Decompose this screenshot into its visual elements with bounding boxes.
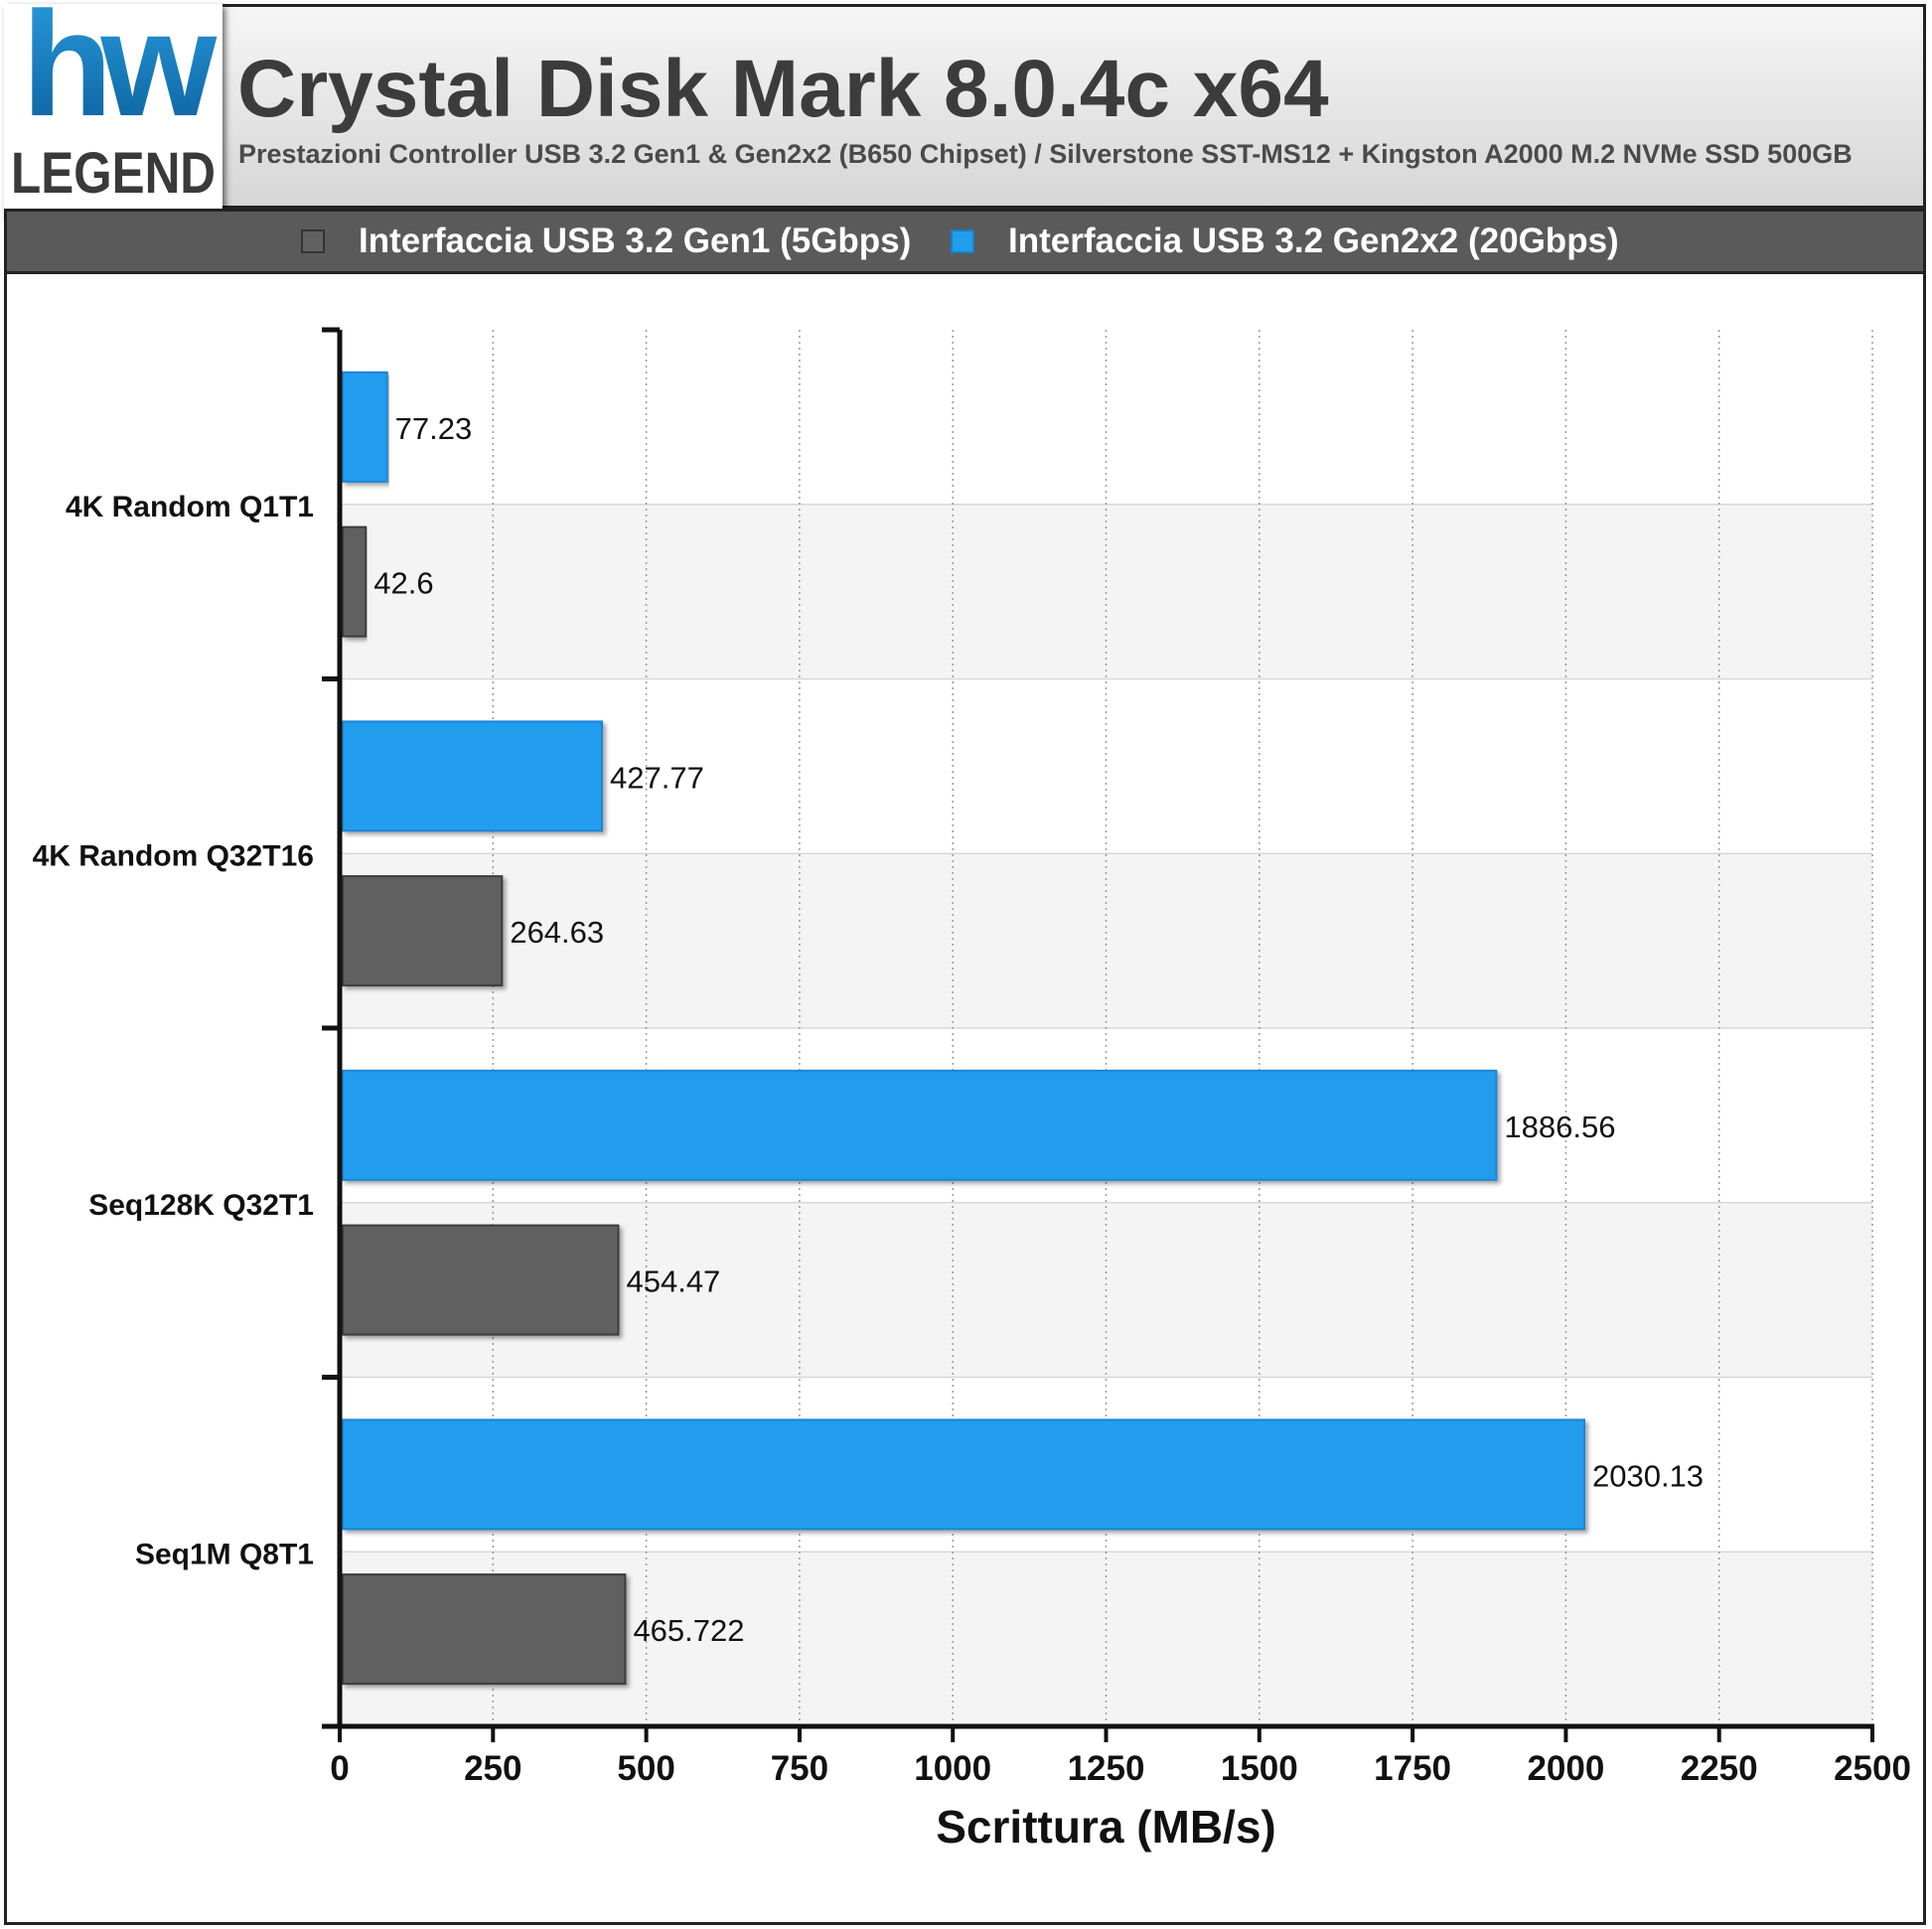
data-label: 42.6 bbox=[373, 566, 433, 601]
x-tick-label: 250 bbox=[464, 1749, 521, 1788]
bar-gen2x2 bbox=[342, 1069, 1498, 1181]
bar-gen2x2 bbox=[342, 1418, 1585, 1531]
data-label: 1886.56 bbox=[1504, 1110, 1615, 1144]
legend-label-gen1: Interfaccia USB 3.2 Gen1 (5Gbps) bbox=[359, 222, 912, 260]
bar-gen1 bbox=[342, 1224, 620, 1336]
bar-gen1 bbox=[342, 1573, 627, 1686]
category-label: 4K Random Q32T16 bbox=[33, 839, 314, 872]
bar-gen1 bbox=[342, 525, 368, 638]
x-tick-label: 2500 bbox=[1834, 1749, 1911, 1788]
category-label: Seq1M Q8T1 bbox=[135, 1538, 314, 1570]
legend-item-gen2x2: Interfaccia USB 3.2 Gen2x2 (20Gbps) bbox=[951, 212, 1619, 271]
x-axis-title: Scrittura (MB/s) bbox=[936, 1801, 1275, 1853]
x-tick-label: 0 bbox=[330, 1749, 349, 1788]
data-label: 77.23 bbox=[395, 411, 473, 446]
data-label: 264.63 bbox=[510, 915, 604, 950]
logo-mark: hw LEGEND bbox=[11, 4, 223, 206]
x-tick-label: 500 bbox=[617, 1749, 674, 1788]
x-tick-label: 1250 bbox=[1068, 1749, 1145, 1788]
legend-item-gen1: Interfaccia USB 3.2 Gen1 (5Gbps) bbox=[301, 212, 911, 271]
x-tick-label: 2250 bbox=[1681, 1749, 1758, 1788]
x-tick-label: 1750 bbox=[1374, 1749, 1451, 1788]
category-label: 4K Random Q1T1 bbox=[66, 491, 314, 523]
x-tick-label: 1000 bbox=[914, 1749, 991, 1788]
logo-letters: hw bbox=[22, 4, 218, 147]
logo-word: LEGEND bbox=[11, 141, 216, 206]
bar-gen2x2 bbox=[342, 371, 388, 483]
x-tick-label: 2000 bbox=[1527, 1749, 1604, 1788]
legend-swatch-gen2x2 bbox=[951, 229, 974, 253]
data-label: 454.47 bbox=[626, 1264, 720, 1299]
chart-header: Crystal Disk Mark 8.0.4c x64 Prestazioni… bbox=[4, 4, 1926, 209]
data-label: 465.722 bbox=[633, 1613, 744, 1648]
x-tick-label: 750 bbox=[771, 1749, 828, 1788]
x-tick-label: 1500 bbox=[1221, 1749, 1298, 1788]
category-label: Seq128K Q32T1 bbox=[88, 1189, 314, 1222]
chart-subtitle: Prestazioni Controller USB 3.2 Gen1 & Ge… bbox=[238, 139, 1853, 169]
chart-title: Crystal Disk Mark 8.0.4c x64 bbox=[237, 44, 1329, 134]
legend-label-gen2x2: Interfaccia USB 3.2 Gen2x2 (20Gbps) bbox=[1008, 222, 1619, 260]
data-label: 2030.13 bbox=[1592, 1458, 1704, 1493]
legend: Interfaccia USB 3.2 Gen1 (5Gbps) Interfa… bbox=[4, 209, 1926, 274]
bar-gen2x2 bbox=[342, 720, 604, 832]
hwlegend-logo: hw LEGEND bbox=[4, 4, 223, 219]
bar-gen1 bbox=[342, 875, 504, 987]
legend-swatch-gen1 bbox=[301, 229, 325, 253]
data-label: 427.77 bbox=[610, 760, 704, 795]
